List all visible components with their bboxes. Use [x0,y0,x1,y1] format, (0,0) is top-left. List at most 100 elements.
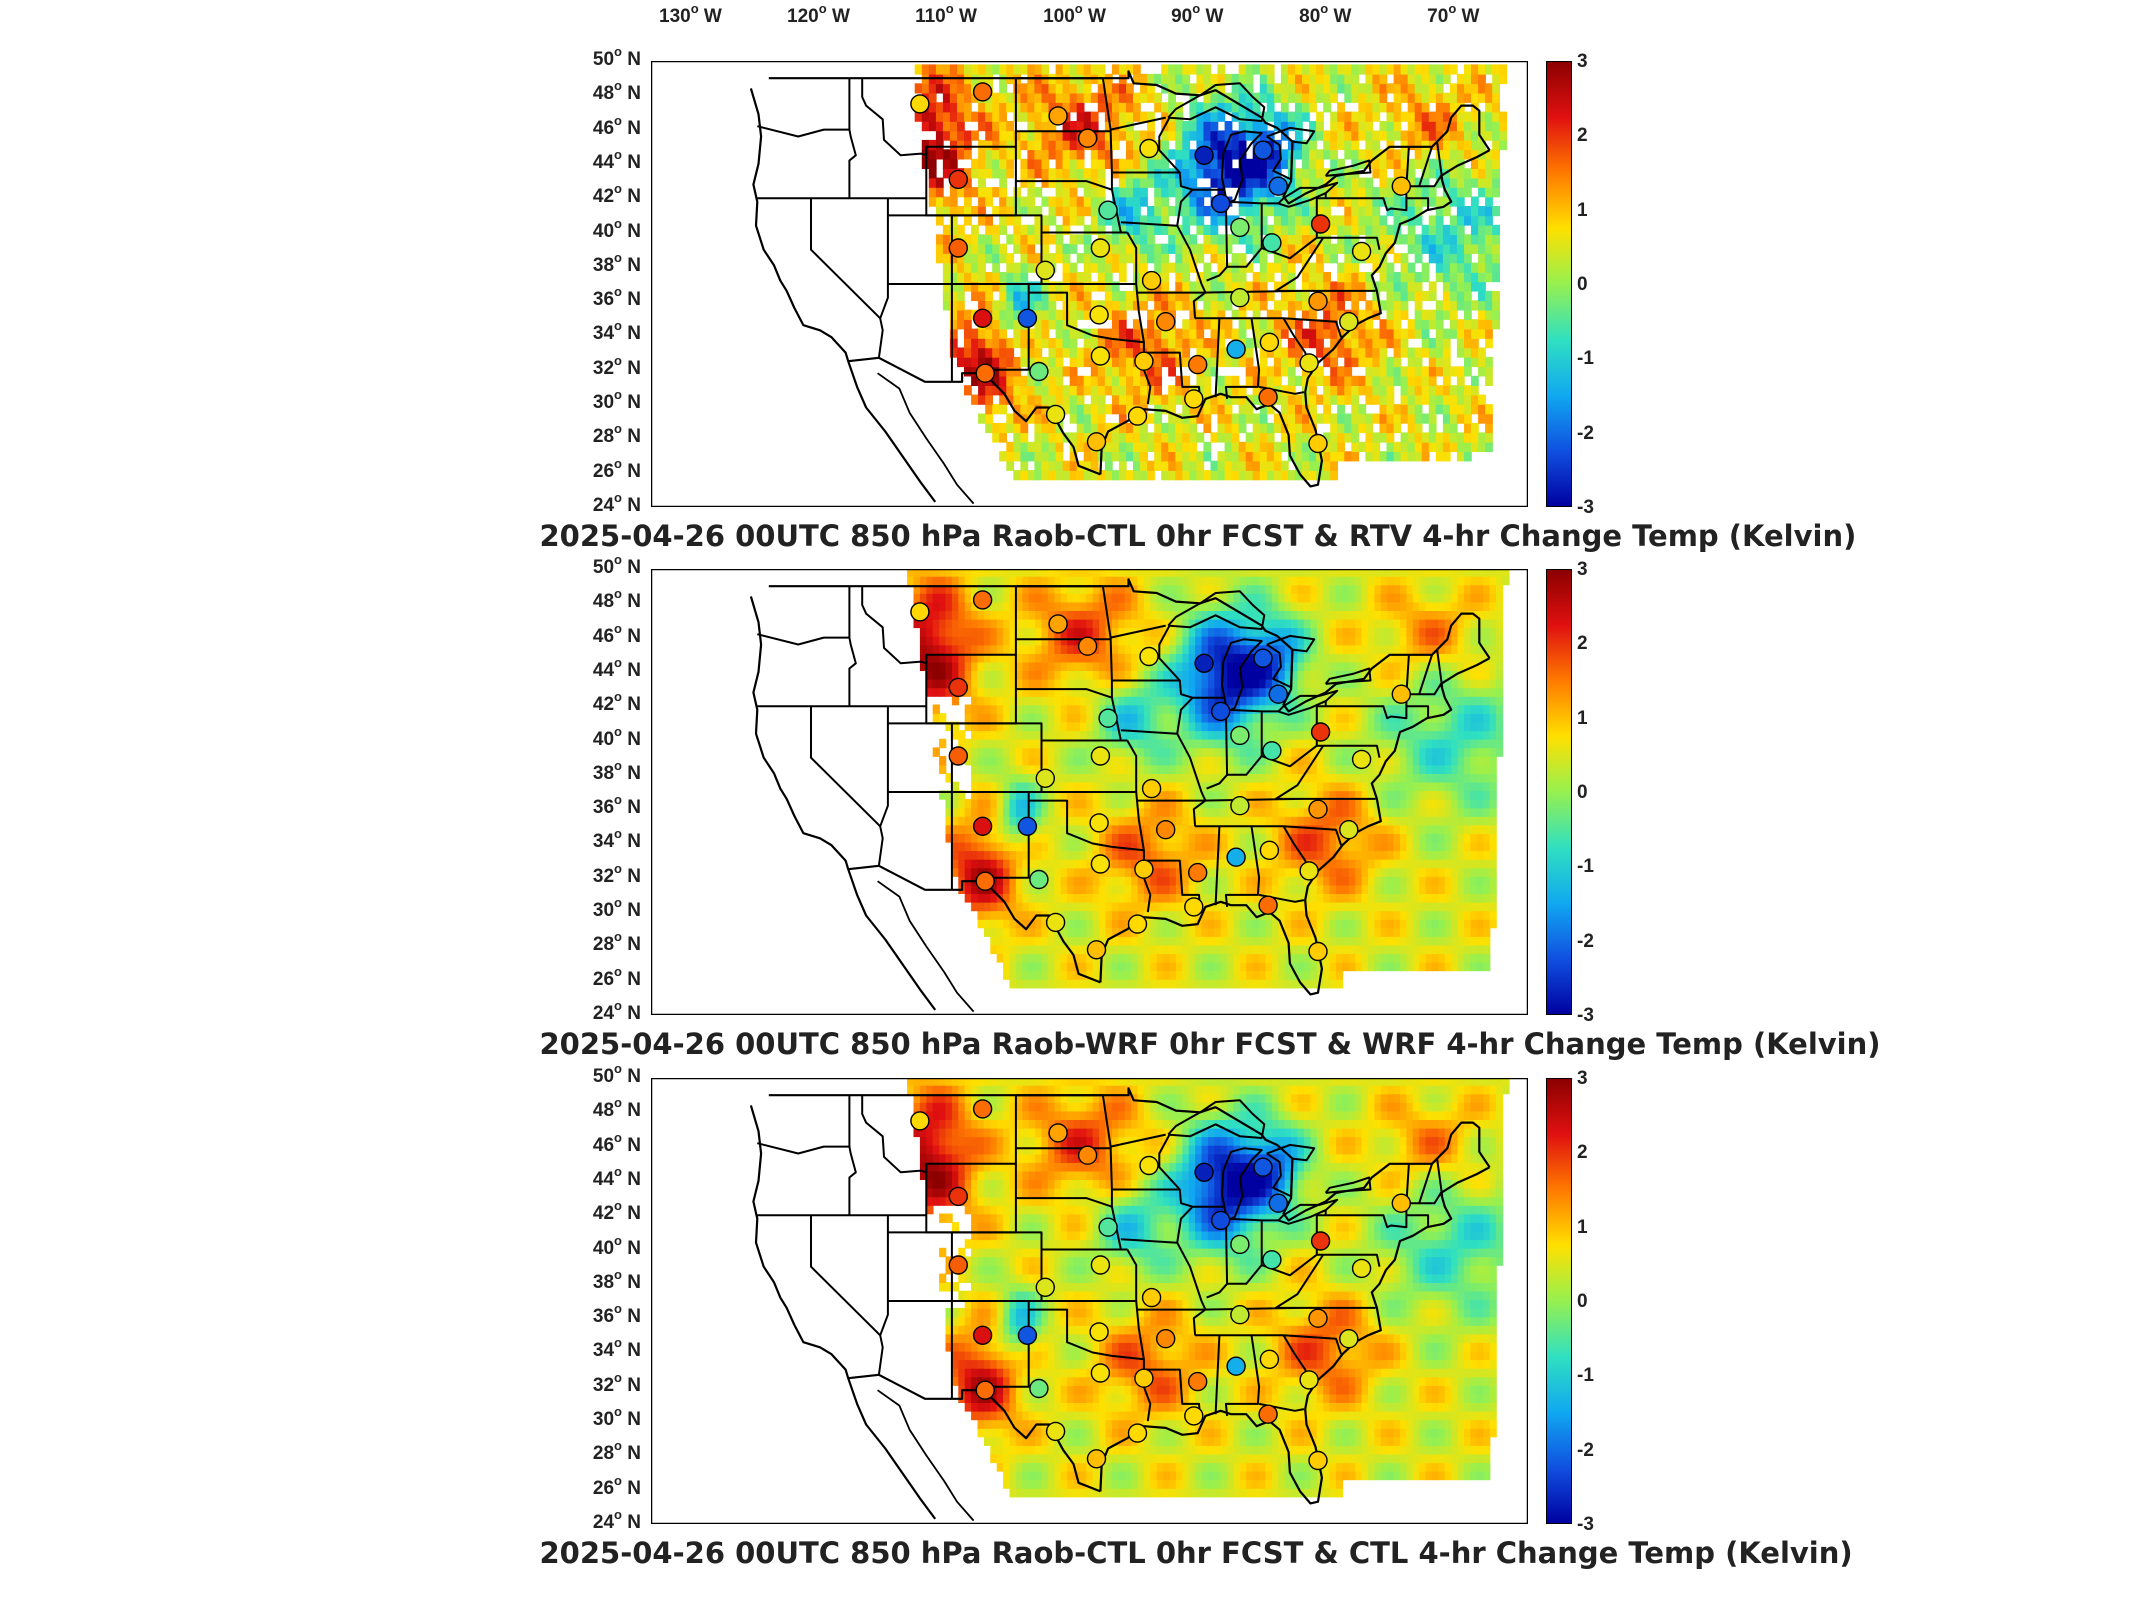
raob-station-marker [1194,653,1214,674]
lat-label: 30o N [592,895,641,922]
state-border [1120,189,1194,227]
raob-station-marker [1230,725,1250,746]
raob-station-marker [1045,404,1066,425]
map-frame [651,1078,1528,1524]
lat-label: 34o N [592,1335,641,1362]
raob-station-marker [1351,1258,1372,1279]
raob-station-marker [1259,1349,1280,1369]
raob-station-marker [1077,636,1098,656]
raob-station-marker [948,1255,968,1275]
raob-station-marker [1127,1423,1148,1443]
raob-station-marker [1017,308,1038,328]
state-border [951,1231,1043,1302]
great-lake-outline [1277,1198,1339,1225]
lat-label: 46o N [592,112,641,139]
raob-station-marker [1139,138,1159,159]
raob-station-marker [1077,128,1098,148]
lon-label: 120o W [787,1,850,27]
great-lake-outline [1324,159,1372,177]
raob-station-marker [1017,816,1038,836]
lat-label: 48o N [592,78,641,105]
raob-station-marker [1310,1231,1331,1251]
colorbar-tick-label: -1 [1577,348,1594,370]
panel-title: 2025-04-26 00UTC 850 hPa Raob-CTL 0hr FC… [539,519,1857,553]
raob-station-marker [1310,722,1331,742]
lat-label: 50o N [592,552,641,578]
colorbar [1546,1078,1572,1524]
raob-station-marker [1048,614,1068,634]
raob-station-marker [1029,361,1049,382]
lat-label: 26o N [592,455,641,482]
colorbar-tick-label: 1 [1577,199,1588,221]
national-border [848,864,1101,984]
raob-station-marker [975,871,995,891]
coastline [1099,657,1491,996]
state-border [877,706,889,866]
coastline [877,1389,975,1522]
state-border [1206,709,1229,790]
state-border [1316,1210,1327,1217]
lat-label: 32o N [592,1369,641,1396]
raob-station-marker [1310,214,1331,234]
raob-station-marker [1253,1157,1273,1177]
lat-label: 50o N [592,44,641,70]
raob-station-marker [972,82,993,102]
national-border [768,578,1491,713]
colorbar-tick-label: -2 [1577,930,1594,952]
raob-station-marker [1188,862,1208,883]
colorbar-tick-label: -2 [1577,422,1594,444]
raob-station-marker [1184,897,1204,917]
raob-station-marker [1089,1322,1109,1342]
raob-station-marker [1139,646,1159,667]
raob-station-marker [1134,1368,1154,1388]
raob-station-marker [1268,176,1288,196]
map-frame [651,569,1528,1015]
lat-label: 34o N [592,318,641,345]
state-border [1176,733,1207,827]
raob-station-marker [1259,332,1280,352]
state-border [1214,318,1221,398]
raob-station-marker [1089,813,1109,833]
colorbar-tick-label: 0 [1577,782,1588,803]
raob-station-marker [1391,1193,1411,1213]
state-border [757,633,850,646]
raob-station-marker [1230,287,1250,308]
lat-label: 48o N [592,586,641,613]
colorbar-tick-label: -3 [1577,1005,1594,1026]
raob-station-marker [1339,1329,1359,1349]
lat-label: 24o N [592,1507,641,1533]
lat-label: 24o N [592,490,641,516]
raob-station-marker [1230,795,1250,816]
raob-station-marker [1339,312,1359,332]
raob-station-marker [1045,912,1066,933]
raob-station-marker [1262,233,1282,253]
lat-label: 40o N [592,215,641,242]
coastline [877,880,975,1013]
raob-station-marker [1141,778,1162,799]
great-lake-outline [1167,1099,1266,1139]
raob-station-marker [1211,193,1231,214]
raob-station-marker [1188,1371,1208,1392]
lat-label: 50o N [592,1061,641,1087]
state-border [1201,1254,1325,1311]
raob-station-marker [1194,145,1214,166]
raob-station-marker [1226,847,1246,867]
colorbar-tick-label: -3 [1577,497,1594,518]
lat-label: 28o N [592,421,641,448]
raob-station-marker [1308,1308,1328,1328]
great-lake-outline [1167,590,1266,630]
lat-label: 40o N [592,1232,641,1259]
lat-label: 36o N [592,792,641,819]
raob-station-marker [1048,1123,1068,1143]
colorbar-tick-label: 3 [1577,51,1588,72]
colorbar-tick-label: 0 [1577,1291,1588,1312]
raob-station-marker [1308,799,1328,819]
map-panel [651,1078,1528,1524]
temperature-field [914,64,1507,481]
lon-label: 110o W [915,1,977,27]
raob-station-marker [1077,1145,1098,1165]
colorbar-tick-label: -3 [1577,1514,1594,1535]
coastline [1099,149,1491,488]
lat-label: 30o N [592,387,641,414]
